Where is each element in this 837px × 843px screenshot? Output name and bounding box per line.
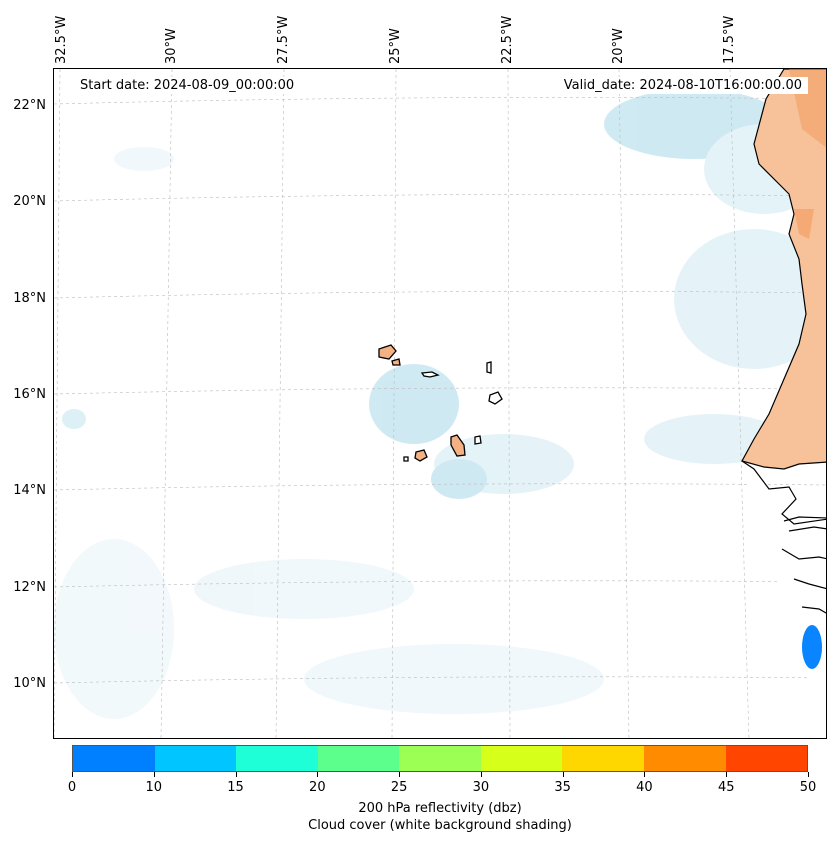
lat-label-12n: 12°N — [13, 580, 46, 595]
colorbar-tick-mark — [72, 772, 73, 777]
valid-date-label: Valid_date: 2024-08-10T16:00:00.00 — [557, 77, 808, 94]
colorbar-tick-label: 45 — [717, 780, 735, 795]
colorbar-tick-mark — [808, 772, 809, 777]
colorbar-tick-mark — [726, 772, 728, 777]
colorbar-tick-label: 20 — [309, 780, 326, 795]
colorbar-tick-mark — [153, 772, 155, 777]
island-brava — [403, 456, 409, 462]
colorbar-segment — [725, 746, 808, 771]
lon-label-30w: 30°W — [164, 28, 179, 64]
colorbar-tick-mark — [317, 772, 319, 777]
africa-mainland — [741, 69, 826, 470]
island-boa-vista — [488, 391, 503, 405]
colorbar-sublabel: Cloud cover (white background shading) — [308, 818, 572, 833]
lat-label-18n: 18°N — [13, 291, 46, 306]
island-sao-vicente — [391, 358, 401, 366]
colorbar-tick-label: 0 — [67, 780, 77, 795]
colorbar-tick-mark — [399, 772, 401, 777]
graticule — [54, 69, 826, 738]
colorbar-tick-mark — [644, 772, 646, 777]
colorbar-segment — [562, 746, 644, 771]
colorbar-tick-label: 10 — [145, 780, 163, 795]
island-maio — [474, 435, 482, 445]
colorbar-tick-mark — [235, 772, 237, 777]
colorbar-label: 200 hPa reflectivity (dbz) — [358, 801, 522, 816]
colorbar-segment — [399, 746, 481, 771]
island-sal — [486, 361, 492, 374]
lat-label-22n: 22°N — [13, 98, 46, 113]
colorbar-tick-label: 35 — [554, 780, 571, 795]
africa-land-south — [741, 460, 826, 734]
lon-label-20w: 20°W — [611, 28, 626, 64]
lon-label-32-5w: 32.5°W — [54, 15, 69, 64]
colorbar-tick-label: 40 — [636, 780, 653, 795]
island-santo-antao — [378, 344, 397, 360]
lon-label-22-5w: 22.5°W — [500, 15, 515, 64]
island-fogo — [414, 449, 428, 462]
colorbar-segment — [73, 746, 155, 771]
colorbar-segment — [643, 746, 726, 771]
lon-label-25w: 25°W — [388, 28, 403, 64]
lat-label-20n: 20°N — [13, 194, 46, 209]
colorbar — [72, 745, 808, 772]
reflectivity-cell — [802, 625, 822, 669]
colorbar-segment — [317, 746, 400, 771]
lat-label-14n: 14°N — [13, 483, 46, 498]
map-canvas — [54, 69, 826, 738]
colorbar-tick-mark — [562, 772, 564, 777]
colorbar-segment — [236, 746, 318, 771]
colorbar-tick-label: 30 — [472, 780, 490, 795]
colorbar-tick-label: 15 — [227, 780, 244, 795]
lon-label-27-5w: 27.5°W — [276, 15, 291, 64]
lat-label-10n: 10°N — [13, 676, 46, 691]
lon-label-17-5w: 17.5°W — [722, 15, 737, 64]
cloud-cover-shading — [54, 89, 826, 719]
colorbar-segment — [154, 746, 237, 771]
island-sao-nicolau — [420, 371, 440, 378]
lat-label-16n: 16°N — [13, 387, 46, 402]
colorbar-tick-label: 25 — [390, 780, 408, 795]
map-panel: Start date: 2024-08-09_00:00:00 Valid_da… — [53, 68, 827, 739]
colorbar-segment — [480, 746, 563, 771]
island-santiago — [450, 434, 466, 457]
cape-verde-islands — [378, 344, 503, 462]
start-date-label: Start date: 2024-08-09_00:00:00 — [74, 77, 301, 94]
colorbar-tick-label: 50 — [799, 780, 817, 795]
colorbar-tick-mark — [480, 772, 482, 777]
